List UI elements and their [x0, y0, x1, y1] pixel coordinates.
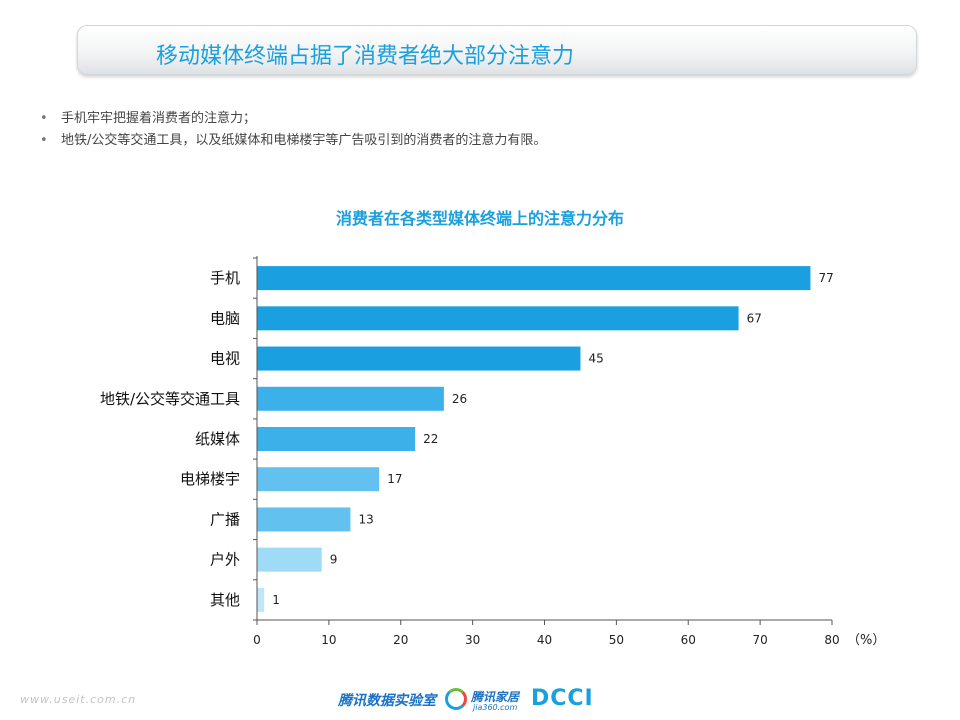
category-label: 电视 [210, 350, 240, 368]
data-label: 45 [588, 352, 603, 366]
data-label: 77 [818, 271, 833, 285]
x-tick-label: 70 [752, 633, 767, 647]
data-label: 17 [387, 472, 402, 486]
data-label: 1 [272, 593, 280, 607]
data-label: 9 [330, 553, 338, 567]
x-tick-label: 80 [824, 633, 839, 647]
title-banner: 移动媒体终端占据了消费者绝大部分注意力 [77, 25, 917, 75]
bullet-list: • 手机牢牢把握着消费者的注意力； • 地铁/公交等交通工具，以及纸媒体和电梯楼… [40, 108, 546, 152]
bullet-marker: • [40, 111, 48, 126]
bullet-marker: • [40, 133, 48, 148]
bar [257, 467, 380, 492]
bar [257, 507, 351, 532]
category-label: 电梯楼宇 [180, 470, 240, 488]
bullet-item: • 地铁/公交等交通工具，以及纸媒体和电梯楼宇等广告吸引到的消费者的注意力有限。 [40, 130, 546, 152]
bar [257, 547, 322, 572]
category-label: 电脑 [210, 309, 240, 327]
bar [257, 306, 739, 331]
x-tick-label: 50 [609, 633, 624, 647]
category-label: 地铁/公交等交通工具 [100, 390, 240, 408]
category-label: 广播 [210, 510, 240, 528]
x-tick-label: 0 [253, 633, 261, 647]
data-label: 22 [423, 432, 438, 446]
x-tick-label: 20 [393, 633, 408, 647]
data-label: 67 [747, 311, 762, 325]
x-tick-label: 60 [681, 633, 696, 647]
category-label: 其他 [210, 591, 240, 609]
bar [257, 427, 416, 451]
bullet-text: 手机牢牢把握着消费者的注意力； [61, 111, 257, 126]
bar [257, 386, 444, 411]
x-tick-label: 40 [537, 633, 552, 647]
data-label: 13 [358, 512, 373, 526]
bullet-text: 地铁/公交等交通工具，以及纸媒体和电梯楼宇等广告吸引到的消费者的注意力有限。 [61, 133, 547, 148]
x-tick-label: 30 [465, 633, 480, 647]
category-label: 户外 [210, 551, 240, 569]
jia360-brand: 腾讯家居 [471, 690, 520, 704]
data-label: 26 [452, 392, 467, 406]
dcci-logo: DCCI [531, 686, 594, 711]
jia360-logo-icon [445, 688, 467, 710]
watermark-url: www.useit.com.cn [20, 693, 137, 706]
tencent-lab-logo: 腾讯数据实验室 [338, 693, 436, 709]
page-title: 移动媒体终端占据了消费者绝大部分注意力 [156, 44, 575, 69]
bullet-item: • 手机牢牢把握着消费者的注意力； [40, 108, 546, 130]
chart-title: 消费者在各类型媒体终端上的注意力分布 [335, 209, 624, 228]
category-label: 手机 [210, 269, 240, 287]
x-unit-label: （%） [847, 633, 885, 648]
bar [257, 266, 811, 291]
x-tick-label: 10 [321, 633, 336, 647]
bar [257, 346, 581, 371]
bar [257, 587, 265, 612]
category-label: 纸媒体 [195, 430, 240, 448]
jia360-domain: jia360.com [473, 703, 518, 712]
